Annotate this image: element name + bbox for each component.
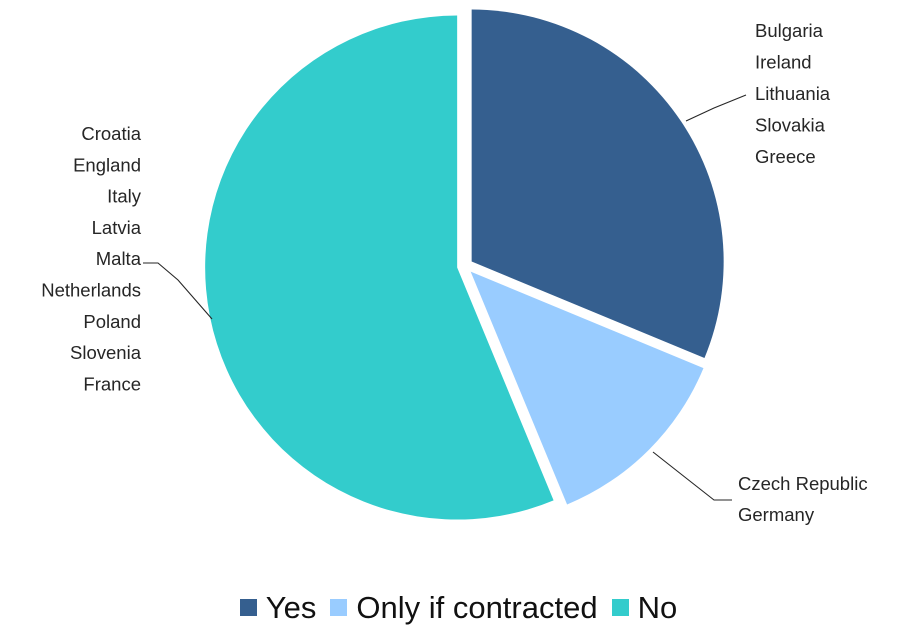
- country-label: Slovenia: [70, 342, 142, 363]
- legend-item-no: No: [611, 590, 678, 625]
- legend-item-yes: Yes: [239, 590, 317, 625]
- legend-swatch: [330, 599, 348, 616]
- leader-line-no: [143, 262, 213, 320]
- data-label-only-if-contracted: Czech Republic Germany: [738, 473, 868, 525]
- pie-slice-yes: [471, 9, 724, 358]
- legend-item-only-if-contracted: Only if contracted: [330, 590, 598, 625]
- legend-label: No: [637, 590, 678, 625]
- country-label: Slovakia: [755, 115, 826, 136]
- country-label: France: [83, 373, 141, 394]
- legend-label: Yes: [265, 590, 317, 625]
- legend-swatch: [239, 599, 257, 616]
- country-label: England: [73, 154, 141, 175]
- country-label: Germany: [738, 504, 815, 525]
- pie-chart: Bulgaria Ireland Lithuania Slovakia Greece Cz…: [41, 9, 868, 525]
- country-label: Latvia: [92, 217, 142, 238]
- pie-slice-only-if-contracted: [470, 271, 704, 505]
- data-label-no: Croatia England Italy Latvia Malta Netherland…: [41, 123, 142, 394]
- pie-slice-no: [205, 15, 554, 520]
- country-label: Ireland: [755, 52, 812, 73]
- country-label: Croatia: [81, 123, 141, 144]
- leader-line-yes: [685, 94, 747, 122]
- country-label: Italy: [107, 186, 142, 207]
- leader-line-only-if-contracted: [652, 451, 732, 501]
- country-label: Malta: [96, 248, 142, 269]
- country-label: Bulgaria: [755, 20, 824, 41]
- chart-legend: Yes Only if contracted No: [0, 592, 917, 623]
- legend-label: Only if contracted: [356, 590, 598, 625]
- country-label: Czech Republic: [738, 473, 868, 494]
- country-label: Netherlands: [41, 280, 141, 301]
- data-label-yes: Bulgaria Ireland Lithuania Slovakia Greece: [755, 20, 831, 167]
- country-label: Poland: [83, 311, 141, 332]
- country-label: Greece: [755, 146, 816, 167]
- country-label: Lithuania: [755, 83, 831, 104]
- legend-swatch: [611, 599, 629, 616]
